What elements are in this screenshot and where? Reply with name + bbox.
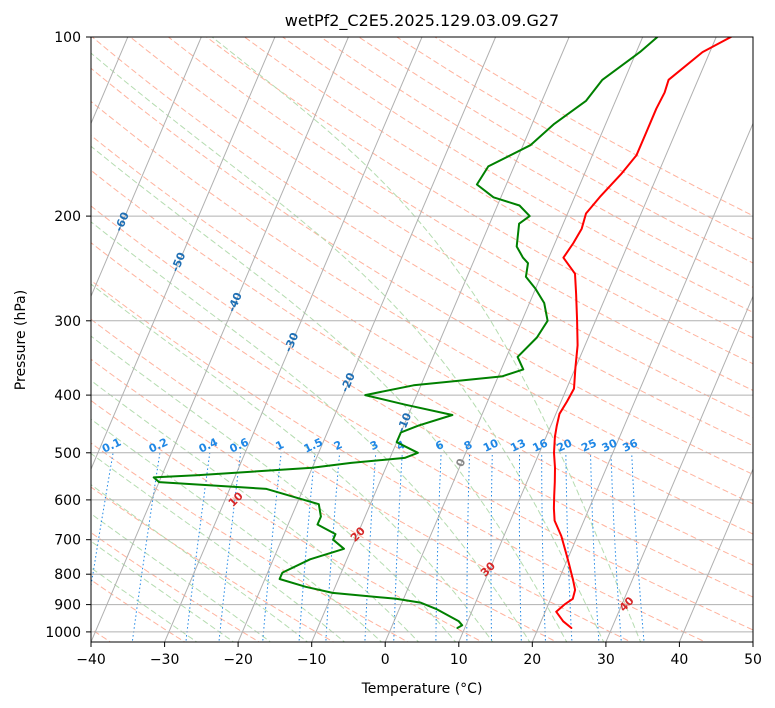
- mixing-ratio-line: [218, 452, 242, 642]
- isotherm-line: [91, 37, 202, 298]
- x-tick-label: −30: [150, 652, 180, 668]
- x-tick-label: 20: [523, 652, 541, 668]
- dry-adiabat-line: [129, 37, 753, 419]
- isotherm-label: -80: [0, 130, 19, 154]
- mixing-ratio-label: 30: [600, 436, 620, 454]
- x-tick-label: 30: [597, 652, 615, 668]
- dry-adiabat-line: [91, 100, 753, 505]
- dry-adiabat-line: [91, 279, 707, 642]
- isotherm-line: [237, 37, 497, 642]
- dry-adiabat-line: [91, 134, 753, 535]
- dry-adiabat-line: [91, 205, 753, 598]
- dry-adiabat-line: [91, 318, 633, 642]
- mixing-ratio-line: [298, 452, 316, 642]
- moist-adiabat-line: [91, 283, 494, 642]
- moist-adiabat-line: [91, 52, 605, 642]
- mixing-ratio-label: 16: [531, 436, 551, 454]
- dry-adiabat-line: [91, 579, 186, 642]
- x-tick-label: −40: [76, 652, 106, 668]
- isotherm-line: [605, 294, 753, 642]
- moist-adiabat-line: [91, 567, 198, 642]
- mixing-ratio-line: [466, 452, 471, 642]
- chart-title: wetPf2_C2E5.2025.129.03.09.G27: [285, 11, 559, 31]
- x-tick-label: −20: [223, 652, 253, 668]
- mixing-ratio-line: [610, 452, 622, 642]
- mixing-ratio-label: 36: [621, 436, 641, 454]
- dry-adiabat-line: [91, 358, 558, 642]
- sounding-profiles: [152, 37, 732, 629]
- y-tick-label: 100: [54, 30, 81, 46]
- axis-ticks: −40 −30 −20 −10 0 10 20 30 40 50 100 200 300 400 500 60…: [45, 30, 762, 668]
- y-tick-label: 900: [54, 598, 81, 614]
- x-tick-label: −10: [297, 652, 327, 668]
- background-lines: [91, 37, 753, 642]
- moist-adiabat-line: [91, 452, 346, 642]
- mixing-ratio-line: [185, 452, 211, 642]
- mixing-ratio-line: [393, 452, 403, 642]
- isotherm-line: [311, 37, 570, 642]
- mixing-ratio-label: 25: [579, 437, 598, 455]
- y-tick-label: 300: [54, 314, 81, 330]
- x-tick-label: 40: [670, 652, 688, 668]
- moist-adiabat-line: [91, 145, 568, 642]
- dry-adiabat-line: [91, 37, 753, 447]
- y-tick-label: 400: [54, 388, 81, 404]
- moist-adiabat-line: [91, 418, 383, 642]
- moist-adiabat-line: [91, 513, 272, 642]
- isotherm-line: [752, 640, 753, 642]
- mixing-ratio-line: [435, 452, 442, 642]
- moist-adiabat-line: [91, 221, 531, 642]
- isotherm-line: [164, 37, 423, 642]
- isotherm-line: [91, 37, 349, 642]
- y-tick-label: 800: [54, 567, 81, 583]
- temperature-profile-line: [552, 37, 732, 629]
- plot-background: [91, 37, 753, 642]
- mixing-ratio-line: [518, 452, 522, 642]
- y-tick-label: 200: [54, 209, 81, 225]
- moist-adiabat-line: [91, 540, 235, 642]
- mixing-ratio-line: [262, 452, 282, 642]
- isotherm-line: [458, 37, 717, 642]
- plot-frame: [90, 36, 754, 643]
- x-axis-label: Temperature (°C): [361, 681, 483, 697]
- dry-adiabat-line: [205, 37, 753, 365]
- x-tick-label: 10: [450, 652, 468, 668]
- y-tick-label: 600: [54, 493, 81, 509]
- mixing-ratio-line: [631, 452, 645, 642]
- x-tick-label: 50: [744, 652, 762, 668]
- mixing-ratio-line: [364, 452, 377, 642]
- mixing-ratio-line: [541, 452, 547, 642]
- moist-adiabat-line: [91, 379, 420, 642]
- dry-adiabat-line: [91, 67, 753, 475]
- isotherm-line: [91, 37, 276, 471]
- isotherm-line: [384, 37, 644, 642]
- x-tick-label: 0: [381, 652, 390, 668]
- moist-adiabat-line: [211, 37, 642, 642]
- mixing-ratio-line: [590, 452, 600, 642]
- y-tick-label: 700: [54, 533, 81, 549]
- dewpoint-profile-line: [152, 37, 659, 629]
- y-tick-label: 500: [54, 446, 81, 462]
- mixing-ratio-line: [565, 452, 573, 642]
- mixing-ratio-label: 10: [481, 436, 501, 454]
- dry-adiabat-line: [91, 486, 335, 642]
- mixing-ratio-label: 20: [555, 436, 575, 454]
- mixing-ratio-label: 13: [508, 437, 527, 455]
- isotherm-line: [678, 467, 753, 642]
- y-axis-label: Pressure (hPa): [13, 290, 29, 390]
- isotherm-label: -70: [56, 170, 76, 194]
- moist-adiabat-line: [91, 484, 309, 642]
- dry-adiabat-line: [91, 442, 409, 642]
- mixing-ratio-line: [490, 452, 493, 642]
- isotherm-line: [531, 122, 753, 642]
- y-tick-label: 1000: [45, 625, 81, 641]
- dry-adiabat-line: [281, 37, 753, 313]
- mixing-ratio-line: [325, 452, 341, 642]
